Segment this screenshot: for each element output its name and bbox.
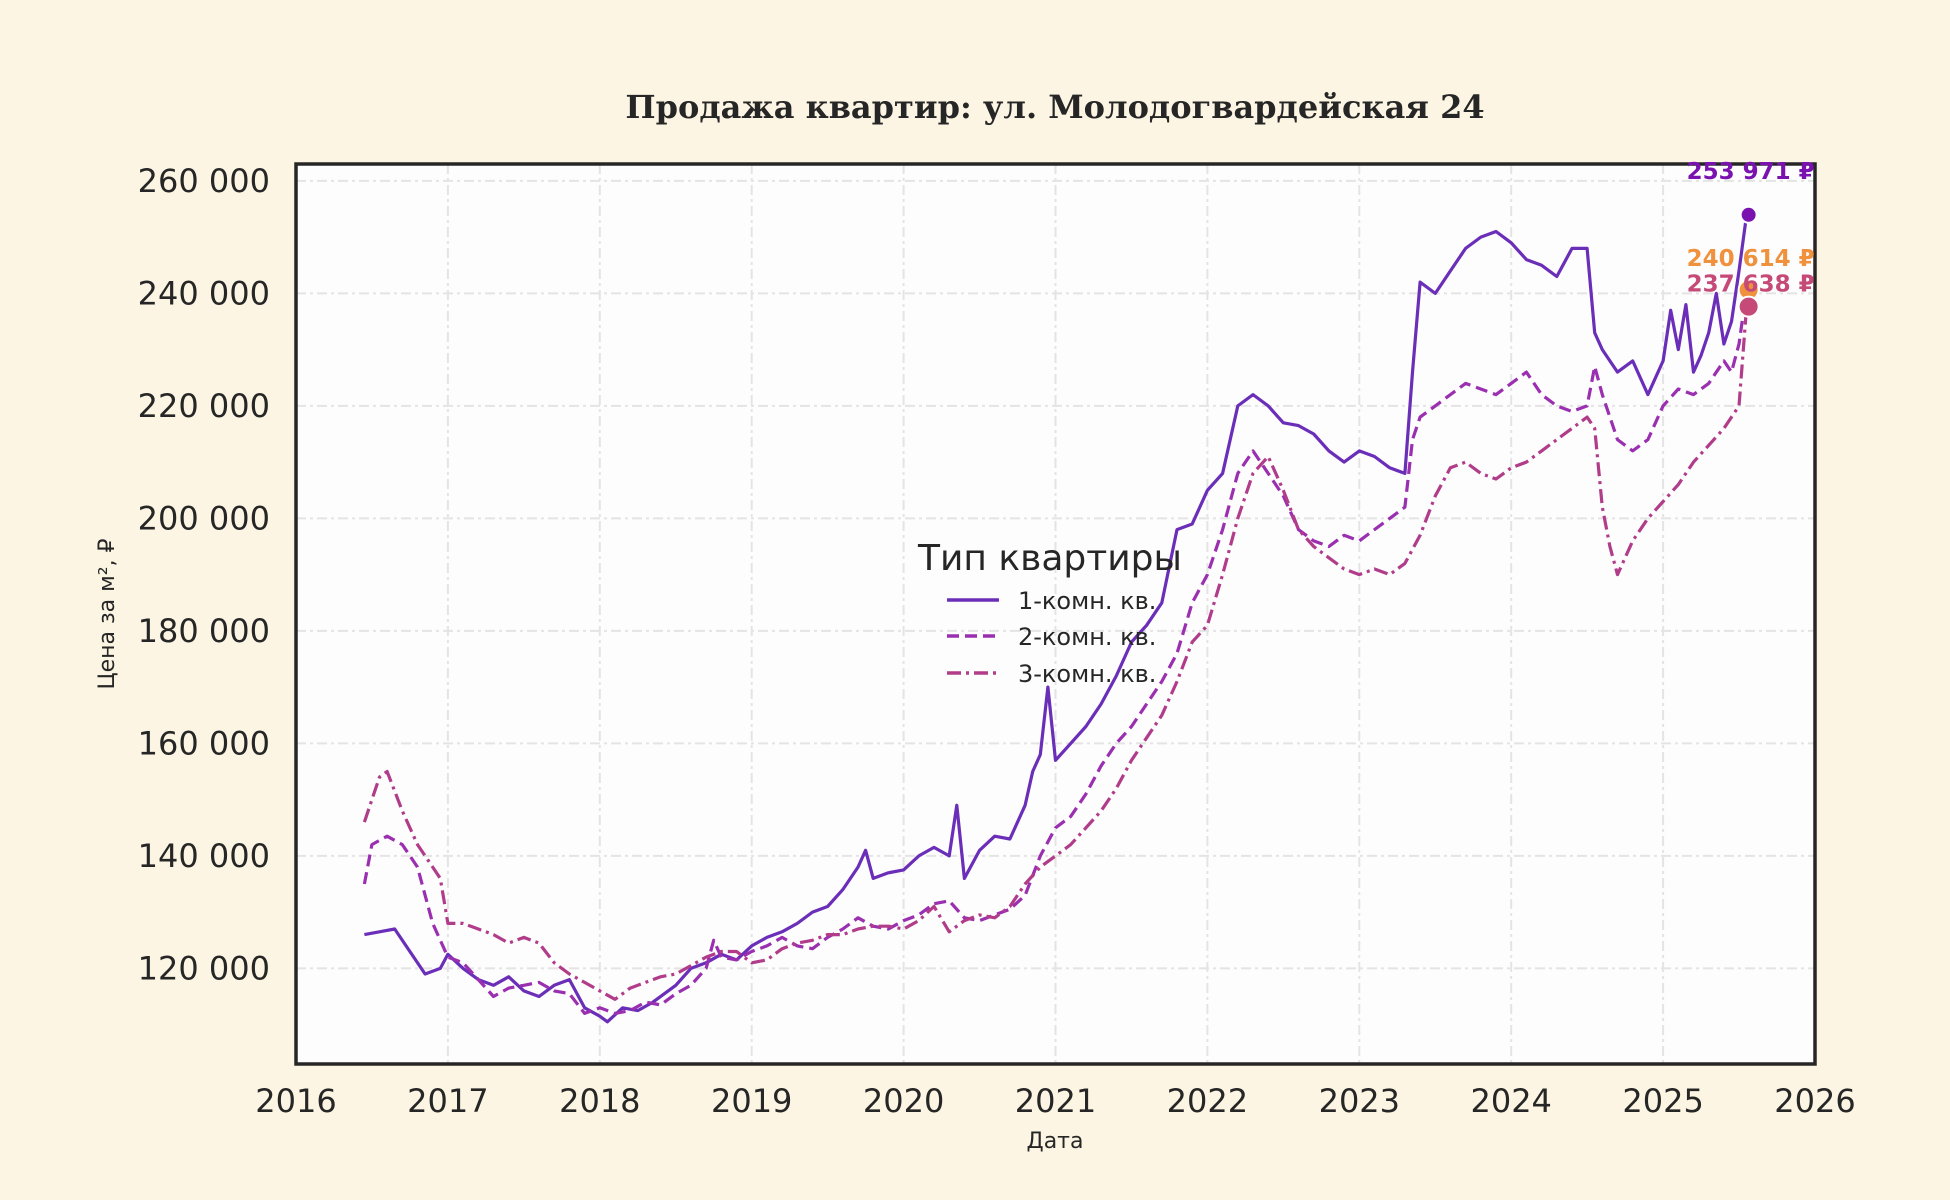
y-tick-label: 240 000 xyxy=(138,274,270,312)
x-axis-label: Дата xyxy=(1027,1129,1084,1154)
y-axis-label: Цена за м², ₽ xyxy=(95,538,120,689)
series-line-3-room xyxy=(362,306,1749,1001)
legend-label-3-room: 3-комн. кв. xyxy=(1018,660,1156,688)
series-layer xyxy=(362,214,1749,1024)
end-point-marker xyxy=(1739,205,1758,224)
series-line-1-room xyxy=(364,214,1749,1024)
y-tick-label: 140 000 xyxy=(138,837,270,875)
x-tick-label: 2021 xyxy=(1015,1082,1096,1120)
x-tick-label: 2026 xyxy=(1774,1082,1855,1120)
end-value-label: 237 638 ₽ xyxy=(1687,272,1815,298)
x-tick-label: 2019 xyxy=(711,1082,792,1120)
y-tick-label: 200 000 xyxy=(138,499,270,537)
end-point-marker xyxy=(1737,295,1760,318)
x-tick-label: 2022 xyxy=(1167,1082,1248,1120)
legend-label-1-room: 1-комн. кв. xyxy=(1018,587,1156,615)
axis-ticks: 2016 2017 2018 2019 2020 2021 2022 2023 2024 2025… xyxy=(138,162,1856,1120)
x-tick-label: 2023 xyxy=(1319,1082,1400,1120)
y-tick-label: 220 000 xyxy=(138,387,270,425)
x-tick-label: 2025 xyxy=(1622,1082,1703,1120)
x-tick-label: 2020 xyxy=(863,1082,944,1120)
y-tick-label: 120 000 xyxy=(138,949,270,987)
chart-title: Продажа квартир: ул. Молодогвардейская 2… xyxy=(625,88,1484,126)
x-tick-label: 2018 xyxy=(559,1082,640,1120)
legend: Тип квартиры 1-комн. кв. 2-комн. кв. 3-к… xyxy=(917,538,1182,688)
plot-frame xyxy=(294,162,1817,1066)
end-labels: 253 971 ₽ 240 614 ₽237 638 ₽ xyxy=(1687,159,1815,318)
legend-label-2-room: 2-комн. кв. xyxy=(1018,623,1156,651)
end-value-label: 253 971 ₽ xyxy=(1687,159,1815,185)
y-tick-label: 260 000 xyxy=(138,162,270,200)
series-line-2-room xyxy=(362,289,1749,1016)
end-value-label: 240 614 ₽ xyxy=(1687,246,1815,272)
x-tick-label: 2017 xyxy=(407,1082,488,1120)
x-tick-label: 2024 xyxy=(1470,1082,1551,1120)
y-tick-label: 180 000 xyxy=(138,612,270,650)
legend-title: Тип квартиры xyxy=(917,538,1182,579)
x-tick-label: 2016 xyxy=(255,1082,336,1120)
y-tick-label: 160 000 xyxy=(138,724,270,762)
